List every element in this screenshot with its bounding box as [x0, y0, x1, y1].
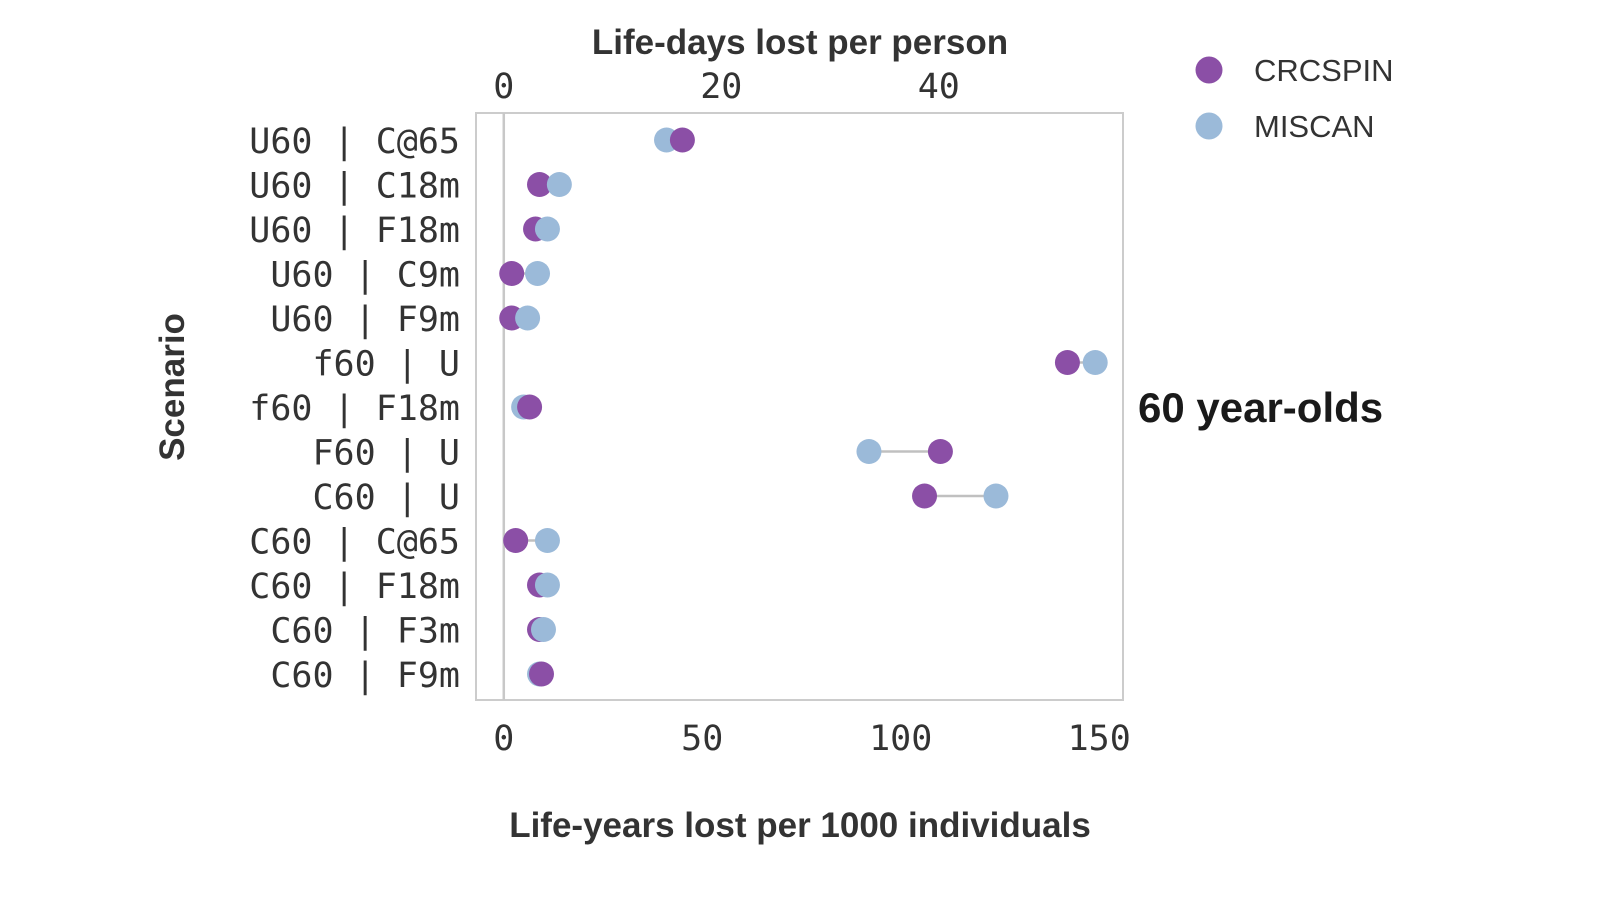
panel-label: 60 year-olds — [1138, 384, 1383, 431]
x-tick-labels-bottom: 0 50 100 150 — [493, 719, 1131, 759]
points-group — [499, 127, 1108, 687]
y-tick-label: C60 | C@65 — [249, 523, 460, 563]
point-crcspin — [527, 172, 553, 197]
x-tick-label-top: 0 — [493, 67, 514, 107]
y-tick-label: f60 | U — [312, 345, 460, 385]
legend-marker-miscan — [1195, 112, 1223, 140]
y-tick-label: C60 | F9m — [270, 656, 460, 696]
plot-frame — [475, 112, 1124, 701]
legend-label: MISCAN — [1254, 109, 1375, 144]
point-crcspin — [1054, 350, 1080, 375]
point-miscan — [515, 305, 541, 331]
y-tick-label: C60 | U — [312, 478, 460, 518]
x-tick-label-bottom: 0 — [493, 719, 514, 759]
connectors-group — [511, 138, 1096, 676]
y-tick-label: U60 | F18m — [249, 211, 460, 251]
x-tick-labels-top: 0 20 40 — [493, 67, 960, 107]
point-miscan — [856, 439, 882, 464]
point-crcspin — [528, 661, 554, 687]
y-tick-label: C60 | F3m — [270, 612, 460, 652]
point-miscan — [530, 617, 556, 642]
point-crcspin — [503, 528, 529, 553]
x-tick-label-bottom: 100 — [869, 719, 932, 759]
point-crcspin — [517, 394, 543, 420]
x-tick-label-bottom: 50 — [681, 719, 723, 759]
x-tick-label-top: 40 — [918, 67, 960, 107]
y-tick-label: f60 | F18m — [249, 389, 460, 429]
legend-marker-crcspin — [1195, 56, 1223, 84]
point-miscan — [983, 483, 1009, 509]
x-tick-label-top: 20 — [700, 67, 742, 107]
point-miscan — [534, 572, 560, 598]
point-miscan — [525, 261, 551, 286]
point-crcspin — [669, 127, 695, 153]
y-tick-label: F60 | U — [312, 434, 460, 474]
legend-label: CRCSPIN — [1254, 53, 1394, 88]
point-crcspin — [927, 439, 953, 464]
y-tick-label: C60 | F18m — [249, 567, 460, 607]
point-crcspin — [912, 483, 938, 509]
x-tick-label-bottom: 150 — [1068, 719, 1131, 759]
bottom-axis-title: Life-years lost per 1000 individuals — [509, 806, 1091, 845]
y-tick-label: U60 | C9m — [270, 256, 460, 296]
point-miscan — [534, 528, 560, 553]
y-tick-label: U60 | C@65 — [249, 122, 460, 162]
legend: CRCSPIN MISCAN — [1195, 53, 1394, 144]
point-miscan — [534, 216, 560, 242]
top-axis-title: Life-days lost per person — [592, 23, 1008, 62]
point-crcspin — [499, 261, 525, 286]
y-axis-title: Scenario — [153, 313, 192, 461]
y-tick-label: U60 | F9m — [270, 300, 460, 340]
y-tick-label: U60 | C18m — [249, 167, 460, 207]
point-miscan — [1082, 350, 1108, 375]
point-miscan — [546, 172, 572, 197]
